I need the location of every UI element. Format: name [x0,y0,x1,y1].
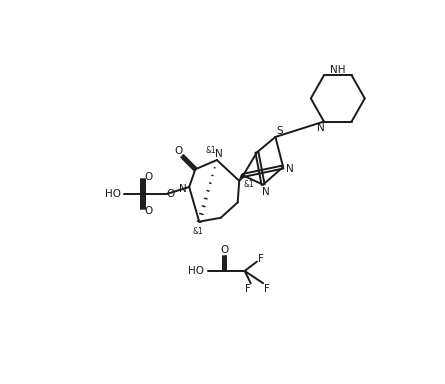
Text: N: N [262,187,269,197]
Text: S: S [140,189,146,199]
Text: O: O [174,146,182,156]
Text: NH: NH [330,65,345,75]
Text: F: F [245,285,251,295]
Text: F: F [264,285,270,295]
Text: HO: HO [188,266,204,276]
Text: N: N [317,124,325,134]
Text: O: O [220,245,229,255]
Text: O: O [144,206,153,216]
Polygon shape [239,174,244,181]
Text: N: N [215,149,223,159]
Text: &1: &1 [244,180,255,189]
Text: &1: &1 [192,227,203,236]
Text: O: O [166,189,175,199]
Text: S: S [277,126,283,136]
Text: N: N [179,184,187,194]
Text: N: N [286,164,294,174]
Text: F: F [258,254,264,264]
Text: O: O [144,172,153,182]
Text: HO: HO [105,189,121,199]
Text: &1: &1 [205,146,216,154]
